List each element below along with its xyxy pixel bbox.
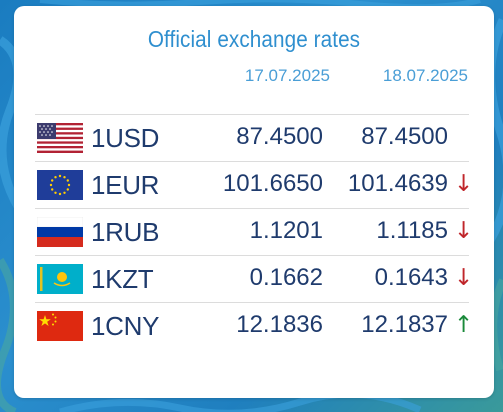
down-arrow-icon: ↓ bbox=[454, 265, 474, 291]
down-arrow-icon: ↓ bbox=[454, 171, 474, 197]
down-arrow-icon: ↓ bbox=[454, 218, 474, 244]
rate-value-day2: 12.1837 bbox=[361, 311, 448, 338]
rate-value-day2: 1.1185 bbox=[376, 217, 448, 244]
rate-value-day1: 12.1836 bbox=[236, 311, 323, 338]
exchange-rates-card: Official exchange rates 17.07.2025 18.07… bbox=[14, 6, 494, 398]
cn-flag-icon bbox=[37, 311, 83, 341]
rate-row-cny: 1CNY 12.1836 12.1837 ↑ bbox=[35, 302, 474, 349]
rate-value-day2: 101.4639 bbox=[347, 170, 448, 197]
rate-row-usd: 1USD 87.4500 87.4500 bbox=[35, 114, 469, 161]
card-title: Official exchange rates bbox=[147, 26, 361, 52]
kz-flag-icon bbox=[37, 264, 83, 294]
rate-row-kzt: 1KZT 0.1662 0.1643 ↓ bbox=[35, 255, 474, 302]
currency-code: 1RUB bbox=[91, 217, 160, 247]
rate-value-day2: 87.4500 bbox=[361, 123, 448, 150]
rates-table: 1USD 87.4500 87.4500 1EUR 101.6650 101.4… bbox=[35, 114, 474, 349]
ru-flag-icon bbox=[37, 217, 83, 247]
currency-code: 1CNY bbox=[91, 311, 160, 341]
rate-value-day1: 1.1201 bbox=[249, 217, 323, 244]
up-arrow-icon: ↑ bbox=[454, 312, 474, 338]
date-column-1: 17.07.2025 bbox=[244, 66, 330, 85]
currency-code: 1USD bbox=[91, 123, 160, 153]
rate-value-day1: 87.4500 bbox=[236, 123, 323, 150]
currency-code: 1EUR bbox=[91, 170, 160, 200]
rate-value-day1: 0.1662 bbox=[249, 264, 323, 291]
date-column-2: 18.07.2025 bbox=[382, 66, 468, 85]
rate-row-eur: 1EUR 101.6650 101.4639 ↓ bbox=[35, 161, 474, 208]
currency-code: 1KZT bbox=[91, 264, 154, 294]
rate-value-day2: 0.1643 bbox=[374, 264, 448, 291]
rate-value-day1: 101.6650 bbox=[222, 170, 323, 197]
eu-flag-icon bbox=[37, 170, 83, 200]
rate-row-rub: 1RUB 1.1201 1.1185 ↓ bbox=[35, 208, 474, 255]
us-flag-icon bbox=[37, 123, 83, 153]
